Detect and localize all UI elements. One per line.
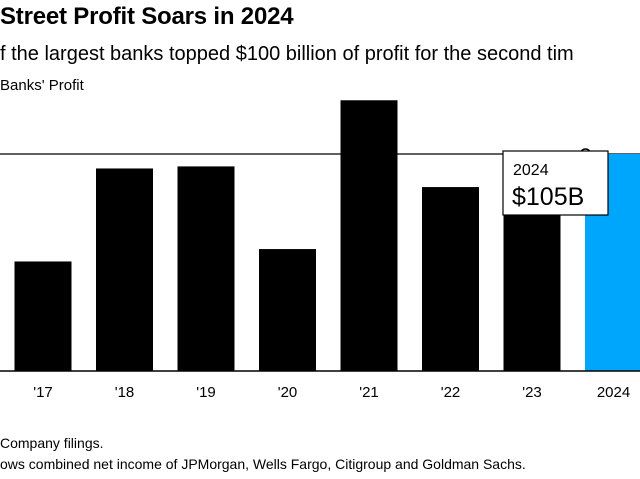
x-tick-label: '23 — [522, 384, 542, 401]
bar-5 — [422, 187, 479, 371]
bar-3 — [259, 249, 316, 371]
bar-1 — [96, 168, 153, 371]
x-tick-label: 2024 — [597, 384, 630, 401]
x-tick-label: '19 — [196, 384, 216, 401]
x-tick-label: '21 — [359, 384, 379, 401]
x-tick-label: '22 — [441, 384, 461, 401]
bar-2 — [177, 166, 235, 371]
chart-title: Street Profit Soars in 2024 — [0, 3, 294, 30]
series-label: Banks' Profit — [0, 77, 84, 94]
chart-subtitle: f the largest banks topped $100 billion … — [0, 43, 574, 65]
bar-0 — [14, 261, 72, 371]
source-note: Company filings. — [0, 435, 104, 451]
footnote: ows combined net income of JPMorgan, Wel… — [0, 456, 526, 472]
x-tick-label: '17 — [33, 384, 53, 401]
annotation-year: 2024 — [513, 162, 549, 179]
x-tick-label: '20 — [278, 384, 298, 401]
annotation-box — [502, 150, 609, 216]
bar-4 — [340, 100, 398, 372]
annotation-value: $105B — [512, 183, 584, 211]
bar-chart: '17 '18 '19 '20 '21 '22 '23 2024 2024 $105B — [0, 100, 640, 401]
x-tick-label: '18 — [115, 384, 135, 401]
